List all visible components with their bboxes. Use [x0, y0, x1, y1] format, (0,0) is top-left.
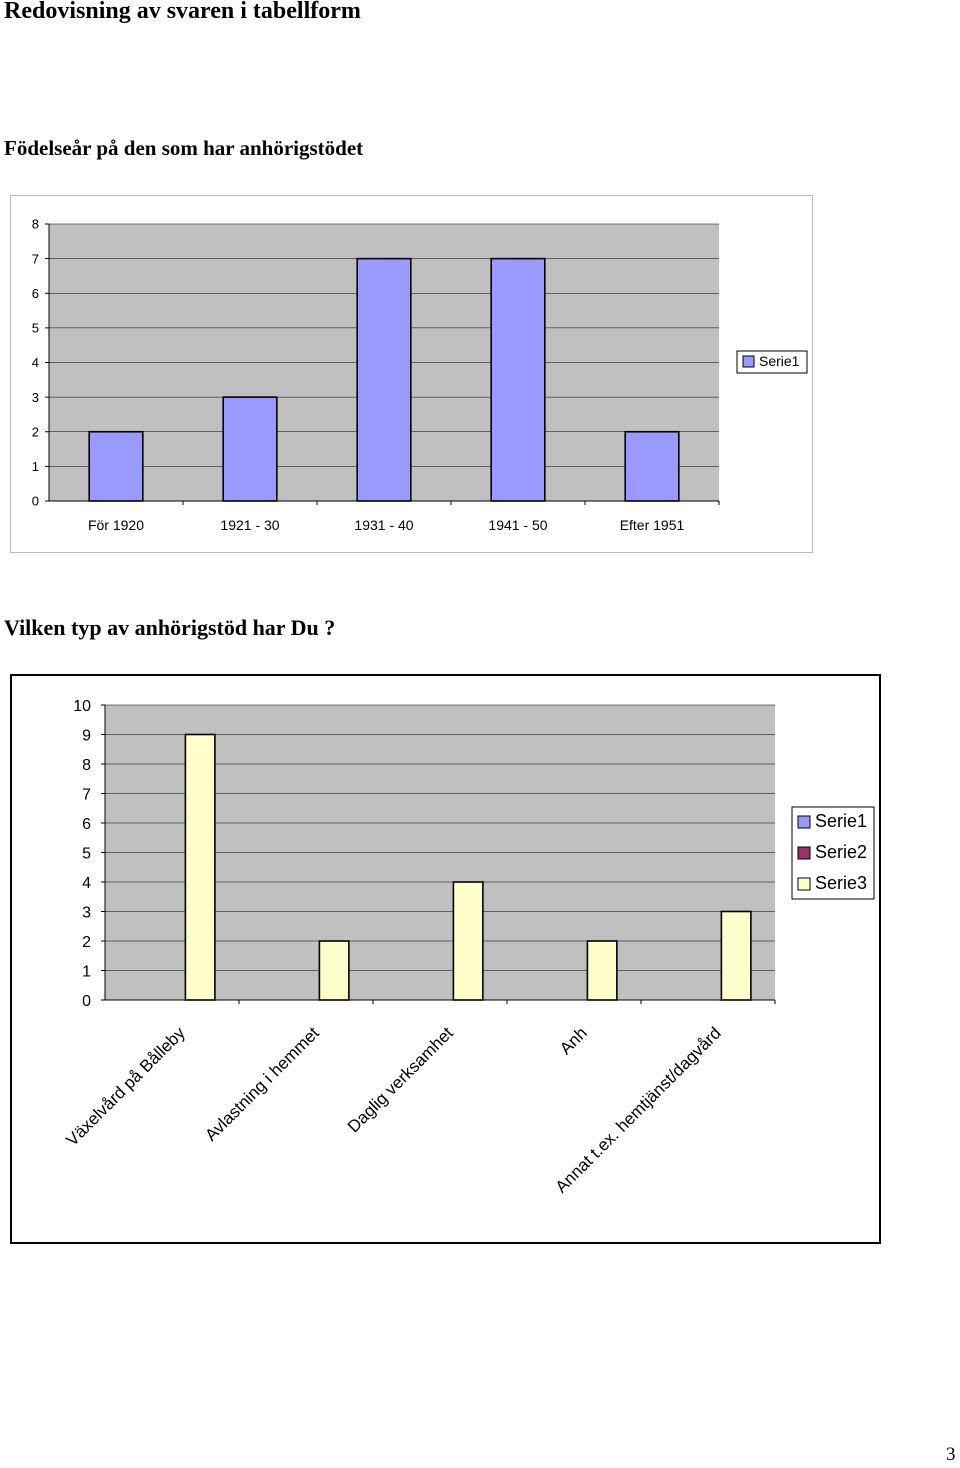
bar	[624, 430, 680, 502]
y-tick-label: 5	[82, 845, 91, 862]
y-tick-label: 7	[82, 786, 91, 803]
legend-swatch	[797, 846, 811, 860]
x-tick-label: 1931 - 40	[354, 517, 413, 533]
y-tick-label: 1	[82, 963, 91, 980]
chart-support-type: 0 1 2 3 4 5 6 7 8 9 10 Växelvård på Bålleby Avlastni…	[10, 674, 881, 1244]
y-tick-label: 3	[82, 904, 91, 921]
page-number: 3	[946, 1444, 956, 1465]
y-tick-label: 8	[82, 757, 91, 774]
bar	[586, 940, 618, 1001]
x-tick-label: 1921 - 30	[220, 517, 279, 533]
x-tick-label: Anh	[556, 1023, 591, 1058]
x-tick-label: 1941 - 50	[488, 517, 547, 533]
legend-label: Serie1	[759, 353, 800, 369]
chart-title-support-type: Vilken typ av anhörigstöd har Du ?	[4, 615, 336, 640]
y-tick-label: 9	[82, 727, 91, 744]
y-tick-label: 6	[82, 816, 91, 833]
bar	[356, 257, 412, 502]
y-tick-label: 10	[73, 698, 91, 715]
y-tick-label: 2	[32, 424, 39, 439]
y-tick-label: 0	[82, 993, 91, 1010]
y-tick-label: 1	[32, 459, 39, 474]
y-tick-label: 2	[82, 934, 91, 951]
y-tick-label: 8	[32, 217, 39, 232]
x-tick-label: Daglig verksamhet	[344, 1023, 457, 1136]
y-tick-label: 7	[32, 251, 39, 266]
bar	[184, 733, 216, 1001]
page-heading: Redovisning av svaren i tabellform	[4, 0, 361, 24]
y-tick-label: 6	[32, 286, 39, 301]
x-tick-label: Efter 1951	[620, 517, 685, 533]
y-tick-label: 4	[82, 875, 91, 892]
legend-swatch	[797, 877, 811, 891]
chart-support-type-svg: 0 1 2 3 4 5 6 7 8 9 10 Växelvård på Bålleby Avlastni…	[62, 698, 875, 1197]
legend-label: Serie1	[815, 811, 867, 831]
bar	[452, 881, 484, 1001]
x-tick-label: Avlastning i hemmet	[201, 1023, 323, 1145]
legend-swatch	[797, 815, 811, 829]
bar	[490, 257, 546, 502]
y-tick-label: 3	[32, 390, 39, 405]
bar	[318, 940, 350, 1001]
legend-label: Serie3	[815, 873, 867, 893]
x-tick-label: Växelvård på Bålleby	[62, 1023, 189, 1150]
legend-label: Serie2	[815, 842, 867, 862]
y-tick-label: 5	[32, 321, 39, 336]
x-tick-label: För 1920	[88, 517, 144, 533]
bar	[88, 430, 144, 502]
chart-title-birth-year: Födelseår på den som har anhörigstödet	[4, 136, 364, 160]
bar	[222, 396, 278, 502]
chart-birth-year-svg: 0 1 2 3 4 5 6 7 8 För 1920 1921 - 30 1931 - 40 1941 …	[32, 217, 808, 533]
y-tick-label: 4	[32, 355, 39, 370]
chart-birth-year: 0 1 2 3 4 5 6 7 8 För 1920 1921 - 30 1931 - 40 1941 …	[10, 195, 813, 553]
legend-swatch	[742, 355, 755, 368]
y-tick-label: 0	[32, 494, 39, 509]
bar	[720, 910, 752, 1001]
